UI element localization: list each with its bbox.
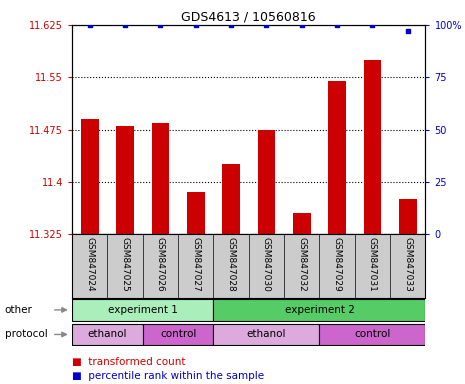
Text: GSM847029: GSM847029 — [332, 237, 342, 291]
Point — [121, 22, 129, 28]
Bar — [81, 119, 99, 234]
Point — [298, 22, 306, 28]
Bar — [152, 122, 169, 234]
Text: ethanol: ethanol — [88, 329, 127, 339]
Text: experiment 2: experiment 2 — [285, 305, 354, 315]
Text: GSM847026: GSM847026 — [156, 237, 165, 291]
Text: GSM847024: GSM847024 — [85, 237, 94, 291]
Point — [369, 22, 376, 28]
Text: ethanol: ethanol — [247, 329, 286, 339]
Point — [157, 22, 164, 28]
Text: GSM847030: GSM847030 — [262, 237, 271, 292]
Point — [263, 22, 270, 28]
Bar — [143, 324, 213, 345]
Point — [192, 22, 199, 28]
Bar — [258, 129, 275, 234]
Point — [227, 22, 235, 28]
Bar — [72, 299, 213, 321]
Bar — [213, 299, 425, 321]
Text: GSM847028: GSM847028 — [226, 237, 236, 291]
Text: ■  percentile rank within the sample: ■ percentile rank within the sample — [72, 371, 264, 381]
Bar — [364, 60, 381, 234]
Text: other: other — [5, 305, 33, 315]
Text: protocol: protocol — [5, 329, 47, 339]
Text: GSM847031: GSM847031 — [368, 237, 377, 292]
Text: control: control — [354, 329, 391, 339]
Bar — [187, 192, 205, 234]
Bar — [328, 81, 346, 234]
Text: experiment 1: experiment 1 — [108, 305, 178, 315]
Text: ■  transformed count: ■ transformed count — [72, 357, 186, 367]
Title: GDS4613 / 10560816: GDS4613 / 10560816 — [181, 11, 316, 24]
Text: GSM847025: GSM847025 — [120, 237, 130, 291]
Bar — [222, 164, 240, 234]
Bar — [293, 213, 311, 234]
Text: control: control — [160, 329, 196, 339]
Point — [333, 22, 341, 28]
Point — [404, 28, 412, 34]
Text: GSM847033: GSM847033 — [403, 237, 412, 292]
Bar — [319, 324, 425, 345]
Text: GSM847032: GSM847032 — [297, 237, 306, 291]
Bar — [213, 324, 319, 345]
Bar — [72, 324, 143, 345]
Text: GSM847027: GSM847027 — [191, 237, 200, 291]
Bar — [116, 126, 134, 234]
Point — [86, 22, 93, 28]
Bar — [399, 199, 417, 234]
